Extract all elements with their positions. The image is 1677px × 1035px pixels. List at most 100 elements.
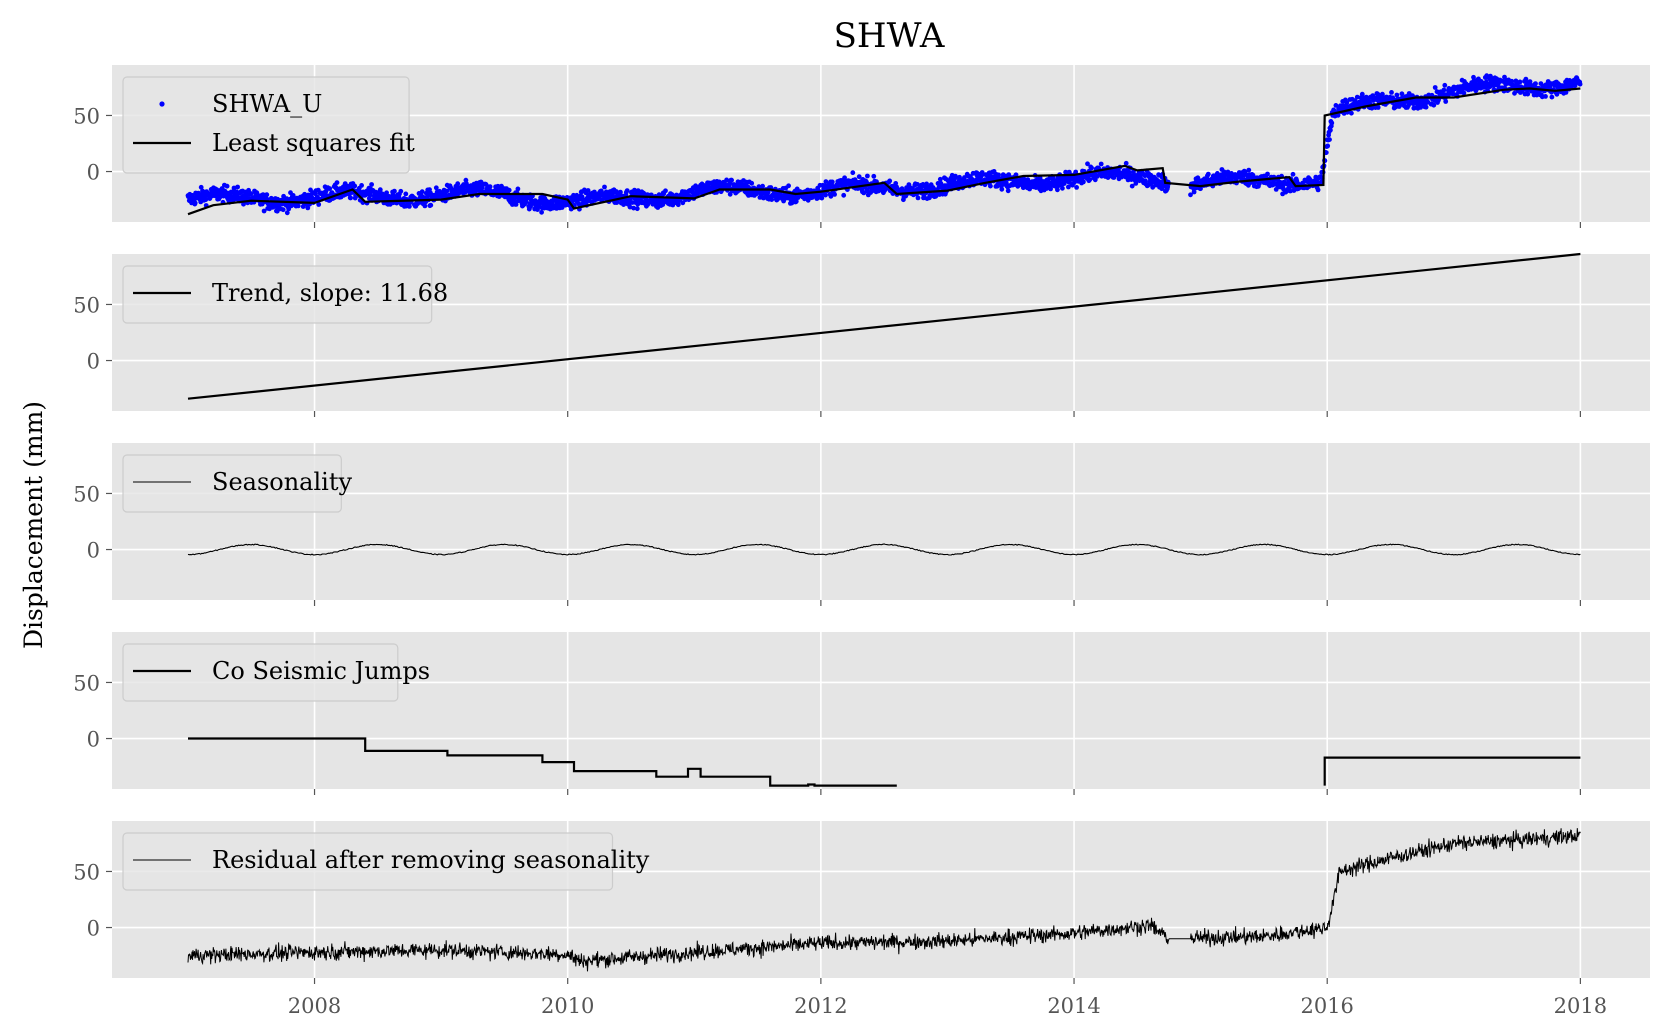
data-point	[455, 181, 461, 187]
data-point	[1423, 104, 1429, 110]
data-point	[856, 174, 862, 180]
data-point	[1344, 100, 1350, 106]
data-point	[1287, 188, 1293, 194]
data-point	[1375, 105, 1381, 110]
data-point	[1471, 74, 1476, 80]
panel-jumps: 0 50 Co Seismic Jumps	[73, 632, 1650, 795]
data-point	[749, 180, 755, 186]
y-tick-label: 50	[73, 671, 100, 695]
data-point	[444, 188, 450, 194]
series-line-jumps-b	[1323, 756, 1581, 786]
data-point	[769, 197, 775, 203]
panel-seasonality: 0 50 Seasonality	[73, 443, 1650, 606]
data-point	[302, 191, 307, 197]
data-point	[1572, 83, 1578, 88]
data-point	[999, 186, 1005, 192]
data-point	[635, 201, 641, 207]
data-point	[933, 193, 939, 199]
data-point	[316, 202, 322, 207]
data-point	[286, 206, 292, 212]
series-line-jumps	[188, 737, 897, 787]
data-point	[1441, 87, 1447, 93]
data-point	[1290, 171, 1296, 177]
data-point	[1442, 82, 1448, 88]
legend-label: Trend, slope: 11.68	[212, 279, 448, 307]
data-point	[962, 175, 967, 180]
series-line-observed	[187, 87, 1581, 216]
legend: Seasonality	[122, 454, 352, 513]
data-point	[1523, 76, 1529, 82]
data-point	[624, 188, 630, 194]
data-point	[295, 203, 301, 209]
panel-residual: 0 50 Residual after removing seasonality	[73, 821, 1650, 984]
data-point	[832, 192, 837, 197]
data-point	[1081, 179, 1086, 185]
data-point	[1159, 186, 1165, 192]
data-point	[804, 193, 810, 199]
data-point	[1549, 94, 1555, 100]
data-point	[428, 202, 434, 208]
panel-background	[112, 443, 1650, 600]
data-point	[259, 201, 265, 207]
data-point	[1349, 110, 1354, 116]
data-point	[231, 185, 237, 191]
legend: Residual after removing seasonality	[122, 832, 650, 891]
data-point	[334, 180, 340, 186]
legend: Trend, slope: 11.68	[122, 265, 448, 324]
data-point	[1327, 137, 1332, 143]
plot-area	[187, 828, 1581, 972]
data-point	[675, 202, 681, 208]
y-tick-label: 0	[87, 728, 100, 752]
data-point	[1005, 188, 1011, 194]
data-point	[952, 179, 957, 185]
data-point	[284, 210, 290, 216]
y-tick-label: 50	[73, 293, 100, 317]
data-point	[1060, 185, 1065, 191]
y-tick-label: 50	[73, 104, 100, 128]
data-point	[893, 181, 899, 186]
data-point	[1328, 127, 1333, 133]
data-point	[829, 179, 835, 185]
legend-box	[122, 454, 342, 513]
data-point	[1265, 171, 1270, 177]
data-point	[641, 190, 647, 196]
data-point	[359, 183, 364, 188]
series-line-trend	[187, 252, 1581, 400]
data-point	[823, 192, 828, 198]
data-point	[1577, 81, 1583, 87]
data-point	[1394, 92, 1400, 98]
data-point	[403, 191, 409, 197]
data-point	[248, 191, 254, 197]
legend-marker	[159, 101, 165, 107]
data-point	[523, 199, 529, 205]
data-point	[1074, 185, 1079, 190]
y-tick-label: 0	[87, 917, 100, 941]
data-point	[1123, 160, 1129, 166]
data-point	[462, 190, 468, 195]
data-point	[1195, 175, 1201, 181]
data-point	[515, 186, 521, 192]
data-point	[786, 183, 791, 189]
data-point	[631, 205, 636, 211]
legend-box	[122, 832, 614, 891]
data-point	[1205, 171, 1211, 177]
data-point	[1333, 103, 1339, 108]
data-point	[192, 200, 198, 206]
x-axis: 2008 2010 2012 2014 2016 2018	[288, 994, 1607, 1018]
data-point	[887, 178, 893, 184]
plot-area	[187, 543, 1581, 556]
data-point	[433, 185, 439, 191]
data-point	[793, 199, 799, 204]
data-point	[988, 183, 993, 189]
x-tick-label: 2010	[541, 994, 594, 1018]
data-point	[841, 192, 847, 198]
plot-area	[188, 737, 1581, 787]
x-tick-label: 2016	[1300, 994, 1353, 1018]
data-point	[1325, 143, 1331, 149]
data-point	[369, 182, 374, 187]
x-tick-label: 2008	[288, 994, 341, 1018]
data-point	[422, 203, 428, 209]
data-point	[915, 182, 920, 187]
data-point	[1389, 90, 1394, 95]
